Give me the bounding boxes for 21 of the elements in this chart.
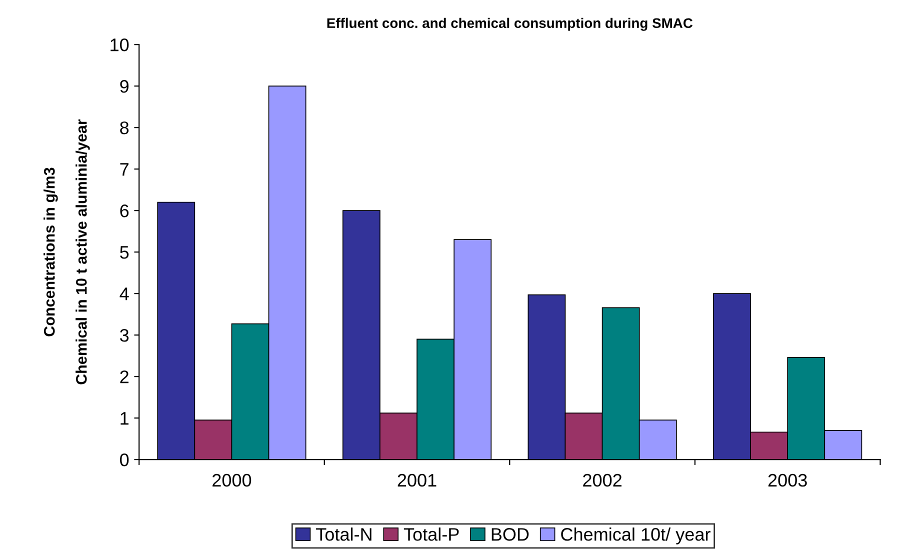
y-tick-label: 9 [120,80,129,93]
y-tick-label: 10 [110,38,129,52]
x-tick-label: 2002 [583,474,622,487]
y-tick-label: 2 [120,370,128,384]
chart-title: Effluent conc. and chemical consumption during SMAC [327,18,693,31]
x-tick-label: 2000 [212,474,252,487]
legend-label: Total-P [404,528,459,541]
y-tick-label: 7 [120,163,128,176]
y-tick-label: 6 [120,204,129,218]
legend-label: Total-N [316,528,372,541]
x-tick-label: 2001 [398,474,436,487]
y-tick-label: 1 [120,412,128,425]
y-tick-label: 8 [120,121,129,134]
y-tick-label: 3 [120,328,129,342]
y-axis-title: Concentrations in g/m3 Chemical in 10 t active aluminia/year [44,119,90,384]
legend-label: Chemical 10t/ year [561,528,710,544]
y-tick-label: 4 [120,288,129,300]
y-tick-label: 5 [120,246,129,259]
y-tick-label: 0 [120,453,129,466]
x-tick-label: 2003 [768,474,807,487]
legend-label: BOD [492,528,529,541]
